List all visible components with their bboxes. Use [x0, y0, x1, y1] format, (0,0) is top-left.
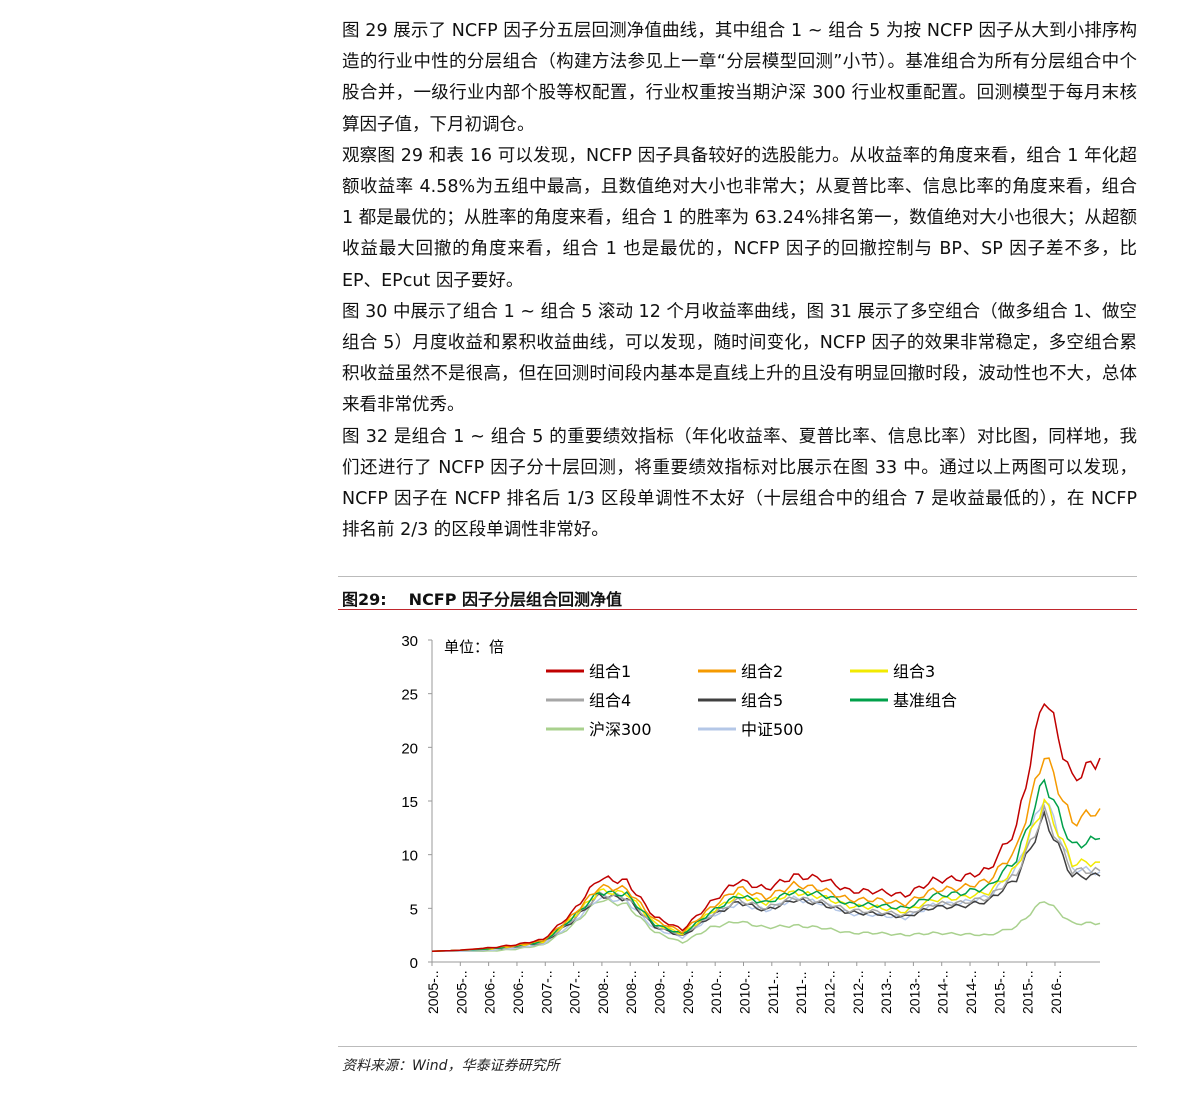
x-tick-label: 2009-..	[652, 970, 668, 1014]
legend-label: 中证500	[741, 720, 804, 739]
paragraph: 观察图 29 和表 16 可以发现，NCFP 因子具备较好的选股能力。从收益率的…	[342, 145, 1137, 291]
x-tick-label: 2008-..	[623, 970, 639, 1014]
x-tick-label: 2012-..	[821, 970, 837, 1014]
y-tick-label: 30	[401, 633, 418, 650]
series-line	[431, 798, 1101, 953]
x-tick-label: 2014-..	[935, 970, 951, 1014]
legend-label: 组合5	[741, 691, 783, 710]
figure-bottom-rule	[338, 1046, 1137, 1047]
y-tick-label: 0	[410, 955, 418, 972]
x-tick-label: 2013-..	[906, 970, 922, 1014]
x-tick-label: 2015-..	[991, 970, 1007, 1014]
x-tick-label: 2011-..	[793, 971, 809, 1014]
x-tick-label: 2013-..	[878, 970, 894, 1014]
unit-label: 单位：倍	[444, 638, 504, 656]
legend-label: 组合4	[589, 691, 631, 710]
x-tick-label: 2010-..	[736, 970, 752, 1014]
figure-source: 资料来源：Wind，华泰证券研究所	[342, 1058, 560, 1074]
legend-label: 沪深300	[589, 720, 652, 739]
y-tick-label: 5	[410, 901, 418, 918]
figure-title-rule	[338, 609, 1137, 610]
x-tick-label: 2005-..	[453, 970, 469, 1014]
x-tick-label: 2005-..	[425, 970, 441, 1014]
paragraph: 图 30 中展示了组合 1 ~ 组合 5 滚动 12 个月收益率曲线，图 31 …	[342, 301, 1137, 416]
y-tick-label: 20	[401, 740, 418, 757]
x-tick-label: 2010-..	[708, 970, 724, 1014]
figure-caption: NCFP 因子分层组合回测净值	[408, 590, 623, 609]
legend-label: 组合2	[741, 662, 783, 681]
figure-title: 图29: NCFP 因子分层组合回测净值	[342, 586, 622, 610]
series-line	[431, 803, 1101, 953]
x-tick-label: 2008-..	[595, 970, 611, 1014]
legend-label: 基准组合	[893, 691, 957, 710]
y-tick-label: 25	[401, 687, 418, 704]
y-tick-label: 15	[401, 794, 418, 811]
legend-label: 组合1	[589, 662, 631, 681]
figure-number: 图29:	[342, 590, 387, 609]
x-tick-label: 2012-..	[850, 970, 866, 1014]
x-tick-label: 2011-..	[765, 971, 781, 1014]
x-tick-label: 2009-..	[680, 970, 696, 1014]
paragraph: 图 29 展示了 NCFP 因子分五层回测净值曲线，其中组合 1 ~ 组合 5 …	[342, 21, 1137, 135]
x-tick-label: 2015-..	[1020, 970, 1036, 1014]
y-tick-label: 10	[401, 848, 418, 865]
series-line	[431, 757, 1101, 953]
figure-top-rule	[338, 576, 1137, 577]
x-tick-label: 2007-..	[567, 970, 583, 1014]
body-text: 图 29 展示了 NCFP 因子分五层回测净值曲线，其中组合 1 ~ 组合 5 …	[342, 16, 1137, 546]
x-tick-label: 2007-..	[538, 970, 554, 1014]
x-tick-label: 2006-..	[510, 970, 526, 1014]
x-tick-label: 2006-..	[482, 970, 498, 1014]
paragraph: 图 32 是组合 1 ~ 组合 5 的重要绩效指标（年化收益率、夏普比率、信息比…	[342, 426, 1137, 541]
legend-label: 组合3	[893, 662, 935, 681]
series-line	[431, 702, 1101, 953]
x-tick-label: 2016-..	[1048, 970, 1064, 1014]
x-tick-label: 2014-..	[963, 970, 979, 1014]
